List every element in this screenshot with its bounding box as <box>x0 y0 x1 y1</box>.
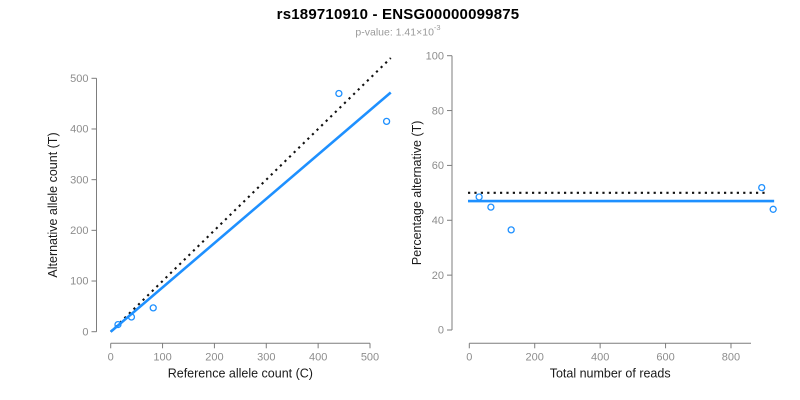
y-tick-label: 0 <box>438 325 444 337</box>
y-tick-label: 60 <box>432 160 444 172</box>
data-point <box>487 203 495 211</box>
y-tick-label: 100 <box>426 50 444 62</box>
y-tick-label: 0 <box>82 326 88 338</box>
y-tick-label: 300 <box>70 174 88 186</box>
right-plot: 0 20 40 60 80 100 0 200 400 600 800 Total number of… <box>410 50 777 380</box>
y-tick-label: 400 <box>70 124 88 136</box>
y-axis-title: Percentage alternative (T) <box>410 121 424 266</box>
x-axis-title: Total number of reads <box>550 366 671 380</box>
x-tick-label: 100 <box>153 351 171 363</box>
data-point <box>382 117 391 126</box>
x-tick-label: 800 <box>722 351 740 363</box>
data-point <box>335 89 343 98</box>
data-point <box>475 193 483 201</box>
data-point <box>114 320 122 329</box>
x-tick-label: 400 <box>309 351 327 363</box>
p-value-exponent: -3 <box>433 23 441 32</box>
y-tick-label: 40 <box>432 215 444 227</box>
x-tick-label: 400 <box>591 351 609 363</box>
x-tick-label: 0 <box>466 351 472 363</box>
left-plot: 0 100 200 300 400 500 0 100 200 300 400 500 Referenc… <box>46 57 392 380</box>
y-tick-label: 500 <box>70 73 88 85</box>
y-tick-label: 200 <box>70 225 88 237</box>
data-point <box>758 183 766 192</box>
plot-title: rs189710910 - ENSG00000099875 <box>276 6 520 23</box>
x-tick-label: 200 <box>205 351 223 363</box>
x-axis-title: Reference allele count (C) <box>168 366 313 380</box>
x-tick-label: 500 <box>361 351 379 363</box>
data-point <box>769 205 777 213</box>
data-point <box>507 226 515 234</box>
x-tick-label: 300 <box>257 351 275 363</box>
y-tick-label: 80 <box>432 105 444 117</box>
data-point <box>127 313 136 321</box>
expected-50-50-line <box>109 57 392 333</box>
x-tick-label: 200 <box>526 351 544 363</box>
x-tick-label: 600 <box>656 351 674 363</box>
p-value-text: p-value: 1.41×10 <box>355 26 434 39</box>
y-tick-label: 20 <box>432 270 444 282</box>
fitted-regression-line <box>109 91 392 333</box>
y-axis-title: Alternative allele count (T) <box>46 132 60 277</box>
data-point <box>149 304 157 312</box>
x-tick-label: 0 <box>108 351 114 363</box>
plot-subtitle: p-value: 1.41×10-3 <box>0 23 796 39</box>
y-tick-label: 100 <box>70 276 88 288</box>
